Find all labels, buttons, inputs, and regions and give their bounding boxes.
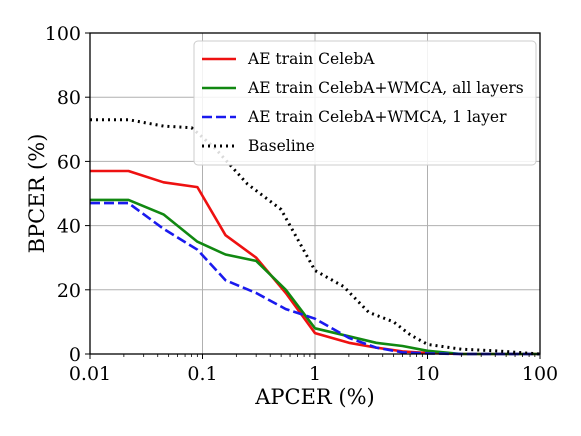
y-axis-label: BPCER (%) <box>25 134 49 254</box>
y-tick-label: 100 <box>45 23 81 45</box>
legend-entry-label: AE train CelebA <box>247 50 375 68</box>
series-lines <box>90 118 541 356</box>
x-axis-label: APCER (%) <box>254 385 375 409</box>
x-tick-label: 10 <box>415 363 439 385</box>
axis-ticks: 0.01 0.1 1 10 100 0 20 40 60 80 100 <box>45 23 558 385</box>
series-line-2 <box>90 198 540 356</box>
series-line-3 <box>90 201 540 356</box>
y-tick-label: 60 <box>57 151 81 173</box>
x-tick-label: 0.1 <box>187 363 217 385</box>
x-tick-label: 100 <box>522 363 558 385</box>
legend-entry-label: Baseline <box>248 137 315 155</box>
legend-entry-label: AE train CelebA+WMCA, 1 layer <box>247 108 507 126</box>
legend: AE train CelebA AE train CelebA+WMCA, all… <box>193 40 537 166</box>
legend-box <box>193 40 537 166</box>
legend-entry-label: AE train CelebA+WMCA, all layers <box>247 79 524 97</box>
y-tick-label: 0 <box>69 344 81 366</box>
y-tick-label: 20 <box>57 280 81 302</box>
x-tick-label: 0.01 <box>69 363 111 385</box>
y-tick-label: 80 <box>57 87 81 109</box>
x-tick-label: 1 <box>309 363 321 385</box>
y-tick-label: 40 <box>57 216 81 238</box>
